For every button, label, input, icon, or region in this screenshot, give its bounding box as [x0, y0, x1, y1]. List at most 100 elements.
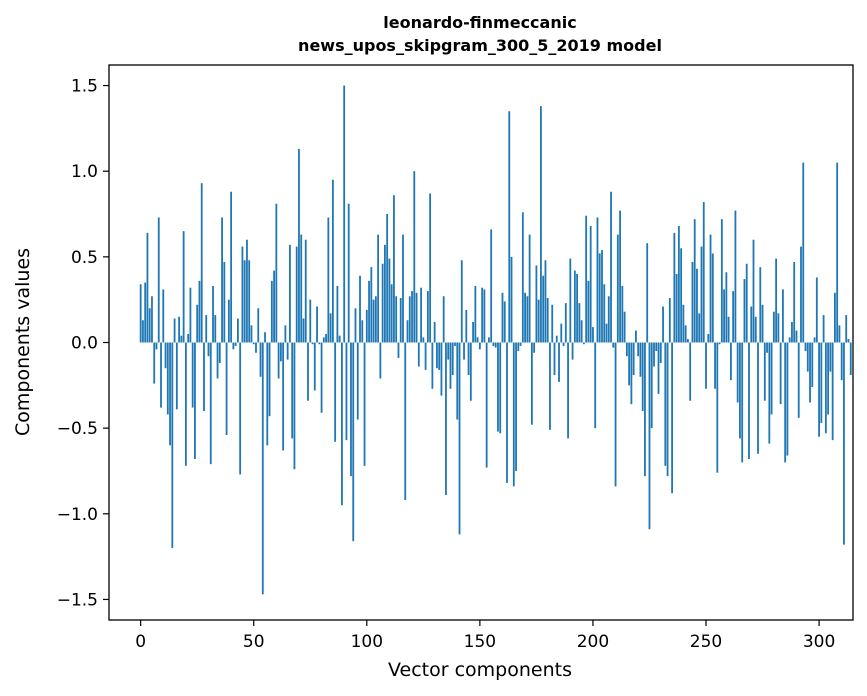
bar-181: [549, 342, 551, 430]
bar-283: [779, 342, 782, 405]
bar-8: [157, 217, 160, 343]
bar-146: [469, 342, 472, 401]
plot-area-frame: [108, 64, 854, 621]
bar-200: [592, 327, 594, 343]
bar-164: [510, 256, 513, 343]
bar-55: [264, 332, 266, 343]
bar-121: [413, 171, 416, 343]
bar-24: [194, 342, 196, 459]
bar-211: [616, 234, 619, 343]
bar-2: [144, 282, 147, 343]
bar-307: [834, 292, 836, 343]
bar-100: [365, 309, 368, 343]
bar-29: [205, 315, 208, 343]
bar-266: [741, 342, 744, 463]
bar-231: [662, 306, 664, 343]
bar-251: [707, 333, 710, 343]
bar-43: [236, 318, 239, 343]
bar-187: [562, 342, 565, 346]
bar-276: [763, 342, 766, 401]
bar-67: [291, 342, 294, 439]
bar-271: [752, 239, 755, 343]
bar-77: [313, 342, 316, 391]
bar-295: [806, 342, 809, 372]
bar-255: [716, 342, 719, 473]
bar-125: [422, 337, 425, 343]
bar-109: [386, 214, 389, 343]
bar-142: [460, 260, 463, 343]
bar-48: [248, 260, 251, 343]
bar-287: [788, 337, 791, 343]
bar-298: [813, 337, 816, 343]
bar-269: [748, 342, 750, 459]
bar-278: [768, 342, 771, 444]
bar-203: [598, 253, 601, 343]
bar-80: [320, 342, 323, 413]
chart-title-line2: news_upos_skipgram_300_5_2019 model: [298, 36, 662, 55]
bar-227: [653, 342, 655, 367]
y-tick-label: −0.5: [57, 419, 98, 439]
bar-236: [673, 232, 676, 343]
bar-105: [377, 234, 380, 343]
bar-6: [153, 342, 156, 384]
bar-50: [252, 342, 255, 345]
bar-167: [517, 342, 520, 352]
bar-212: [619, 210, 621, 343]
bar-240: [682, 304, 685, 343]
bar-97: [359, 275, 361, 343]
bar-296: [809, 342, 811, 403]
x-tick-label: 0: [135, 632, 146, 652]
bar-136: [447, 342, 450, 360]
bar-293: [802, 162, 805, 343]
bar-288: [791, 321, 793, 343]
bar-120: [411, 291, 413, 343]
bar-69: [295, 246, 298, 343]
bar-174: [533, 342, 536, 353]
bar-28: [203, 342, 205, 412]
bar-141: [458, 342, 461, 535]
bar-158: [497, 342, 499, 432]
bar-75: [309, 299, 312, 343]
bar-220: [637, 342, 640, 357]
bar-9: [160, 342, 162, 408]
bar-264: [736, 342, 739, 403]
bar-302: [822, 315, 825, 343]
bar-137: [449, 342, 452, 389]
bar-190: [569, 258, 572, 343]
bar-263: [734, 210, 737, 343]
bar-274: [759, 267, 762, 343]
x-tick-label: 150: [464, 632, 496, 652]
bar-78: [316, 306, 318, 343]
bar-1: [142, 320, 144, 343]
bar-157: [494, 342, 497, 348]
bars-group: [139, 85, 852, 595]
bar-12: [166, 342, 169, 415]
x-tick-label: 300: [803, 632, 835, 652]
bar-169: [521, 212, 524, 343]
bar-194: [578, 303, 581, 343]
bar-162: [506, 342, 508, 483]
bar-197: [585, 215, 588, 343]
bar-45: [241, 246, 244, 343]
bar-258: [723, 289, 726, 343]
bar-313: [847, 339, 850, 343]
bar-150: [478, 342, 481, 350]
bar-3: [146, 232, 149, 343]
bar-61: [277, 342, 280, 379]
bar-23: [191, 342, 194, 408]
bar-250: [705, 342, 707, 389]
y-axis-ticks: −1.5 −1.0 −0.5 0.0 0.5 1.0 1.5: [57, 77, 109, 610]
bar-294: [804, 342, 807, 352]
bar-314: [849, 342, 852, 376]
bar-42: [234, 342, 237, 346]
bar-242: [687, 339, 689, 343]
bar-63: [282, 342, 285, 451]
bar-253: [711, 253, 714, 343]
bar-160: [501, 292, 504, 343]
bar-104: [374, 296, 377, 343]
bar-71: [300, 234, 303, 343]
bar-262: [732, 291, 735, 343]
bar-32: [212, 285, 214, 343]
bar-58: [270, 280, 273, 343]
y-tick-label: 0.5: [71, 248, 98, 268]
